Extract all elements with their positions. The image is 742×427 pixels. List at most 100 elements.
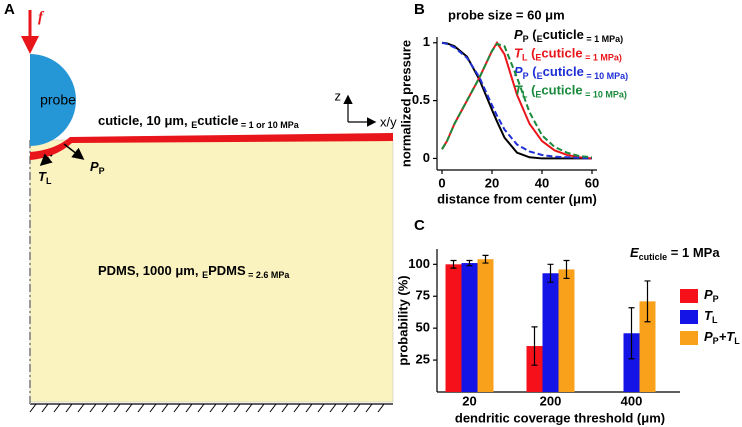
probe-shape [30,54,76,146]
text-part: P [514,64,523,79]
text-part: cuticle [639,252,668,262]
hatch-line [341,403,349,413]
hatch-line [125,403,133,413]
text-part: cuticle [197,113,238,128]
legend-entry: PP [704,287,719,304]
x-tick-label: 20 [462,393,476,408]
hatch-line [41,403,49,413]
y-tick-label: 100 [408,256,430,271]
text-part: P [514,27,523,42]
text-part: E [202,270,208,280]
y-tick-label: 50 [416,320,430,335]
cuticle-layer [30,133,393,160]
text-part: cuticle [541,46,582,61]
x-tick-label: 60 [585,175,599,190]
error-bar [547,263,554,283]
hatch-line [101,403,109,413]
hatch-line [209,403,217,413]
panel-label: C [414,217,425,234]
text-part: T [704,308,713,323]
x-axis-label: distance from center (μm) [437,191,597,206]
text-part: PDMS, 1000 μm, [98,263,202,278]
x-axis-label: dendritic coverage threshold (μm) [455,410,665,425]
panel-label: A [4,1,15,18]
text-part: = 1 MPa) [583,53,622,63]
legend-entry: PP (Ecuticle = 10 MPa) [514,64,628,81]
error-bar [628,307,635,360]
text-part: T [38,169,47,184]
text-part: L [522,53,528,63]
y-axis-label: probability (%) [395,275,410,365]
text-part: E [535,90,541,100]
x-tick-label: 200 [540,393,562,408]
text-part: P [704,329,713,344]
hatch-line [329,403,337,413]
hatch-line [149,403,157,413]
hatch-line [89,403,97,413]
pdms-label: PDMS, 1000 μm, EPDMS = 2.6 MPa [98,263,290,280]
text-part: ( [527,46,536,61]
text-part: = 2.6 MPa [246,270,291,280]
legend-swatch [680,310,698,324]
legend-entry: TL (Ecuticle = 10 MPa) [514,83,627,100]
hatch-line [53,403,61,413]
tl-label: TL [38,169,52,186]
text-part: ( [527,83,536,98]
text-part: = 1 MPa [667,245,720,260]
annotation: Ecuticle = 1 MPa [630,245,720,262]
bar [445,264,462,392]
text-part: = 1 MPa) [584,34,623,44]
legend-entry: TL [704,308,718,325]
text-part: PDMS [208,263,246,278]
y-tick-label: 25 [416,352,430,367]
text-part: cuticle [541,83,582,98]
legend-entry: TL (Ecuticle = 1 MPa) [514,46,622,63]
hatch-line [65,403,73,413]
bar [461,263,478,392]
text-part: E [537,34,543,44]
pp-label: PP [90,159,105,176]
x-tick-label: 400 [621,393,643,408]
line-series [441,41,593,160]
y-tick-label: 75 [416,288,430,303]
y-tick-label: 1 [423,34,430,49]
hatch-line [305,403,313,413]
y-tick-label: 0 [423,150,430,165]
bar [558,269,575,392]
text-part: L [522,90,528,100]
axis-label: x/y [380,114,397,129]
panel-label: B [414,1,425,18]
error-bar [563,259,570,279]
text-part: ( [529,64,538,79]
hatch-line [317,403,325,413]
hatch-line [113,403,121,413]
text-part: +T [719,329,736,344]
legend-swatch [680,289,698,303]
annotation: probe size = 60 μm [448,7,565,22]
cuticle-label: cuticle, 10 μm, Ecuticle = 1 or 10 MPa [98,113,300,130]
text-part: P [90,159,99,174]
text-part: L [734,336,740,346]
error-bar [482,254,489,264]
text-part: = 10 MPa) [584,71,628,81]
error-bar [531,326,538,366]
text-part: cuticle [543,64,584,79]
error-bar [644,280,651,323]
text-part: ( [529,27,538,42]
hatch-line [161,403,169,413]
y-tick-label: 0.5 [412,92,430,107]
y-axis-label: normalized pressure [398,40,413,167]
hatch-line [365,403,373,413]
pp-arrow [63,143,85,160]
hatch-line [233,403,241,413]
hatch-line [77,403,85,413]
text-part: P [523,71,529,81]
text-part: cuticle, 10 μm, [98,113,191,128]
text-part: = 10 MPa) [583,90,627,100]
bar [623,333,640,392]
text-part: P [99,166,105,176]
hatch-line [221,403,229,413]
force-label: f [38,9,45,25]
hatch-line [29,403,37,413]
hatch-line [185,403,193,413]
